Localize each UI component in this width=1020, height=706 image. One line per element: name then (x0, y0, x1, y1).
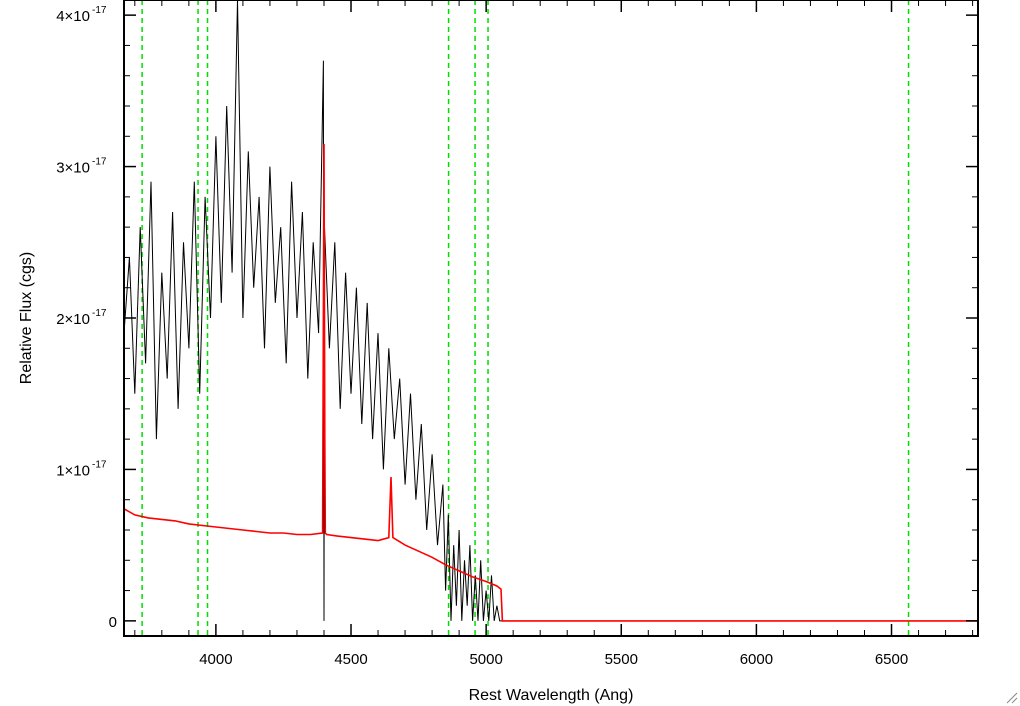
x-tick-label-3: 5500 (605, 651, 638, 668)
resize-grip-icon[interactable] (1006, 692, 1018, 704)
observed-spectrum-line (123, 0, 503, 622)
x-tick-label-2: 5000 (469, 651, 502, 668)
x-tick-label-0: 4000 (199, 651, 232, 668)
x-tick-label-1: 4500 (334, 651, 367, 668)
y-tick-exponent-4: -17 (92, 5, 107, 16)
x-tick-label-5: 6500 (875, 651, 908, 668)
y-tick-label-4: 4×10 (56, 8, 90, 25)
x-axis-title: Rest Wavelength (Ang) (469, 687, 634, 704)
series-layer (123, 0, 978, 622)
tick-marks (124, 0, 978, 636)
y-tick-label-3: 3×10 (56, 160, 90, 177)
emission-line-markers (141, 0, 910, 636)
model-spectrum-line (123, 143, 978, 622)
y-tick-label-1: 1×10 (56, 462, 90, 479)
x-tick-label-4: 6000 (740, 651, 773, 668)
y-tick-label-2: 2×10 (56, 311, 90, 328)
axes (123, 0, 979, 637)
y-tick-exponent-2: -17 (92, 308, 107, 319)
y-tick-label-0: 0 (109, 614, 117, 631)
y-tick-exponent-1: -17 (92, 459, 107, 470)
plot-frame (123, 0, 979, 637)
y-axis-title: Relative Flux (cgs) (18, 252, 35, 384)
y-tick-exponent-3: -17 (92, 157, 107, 168)
